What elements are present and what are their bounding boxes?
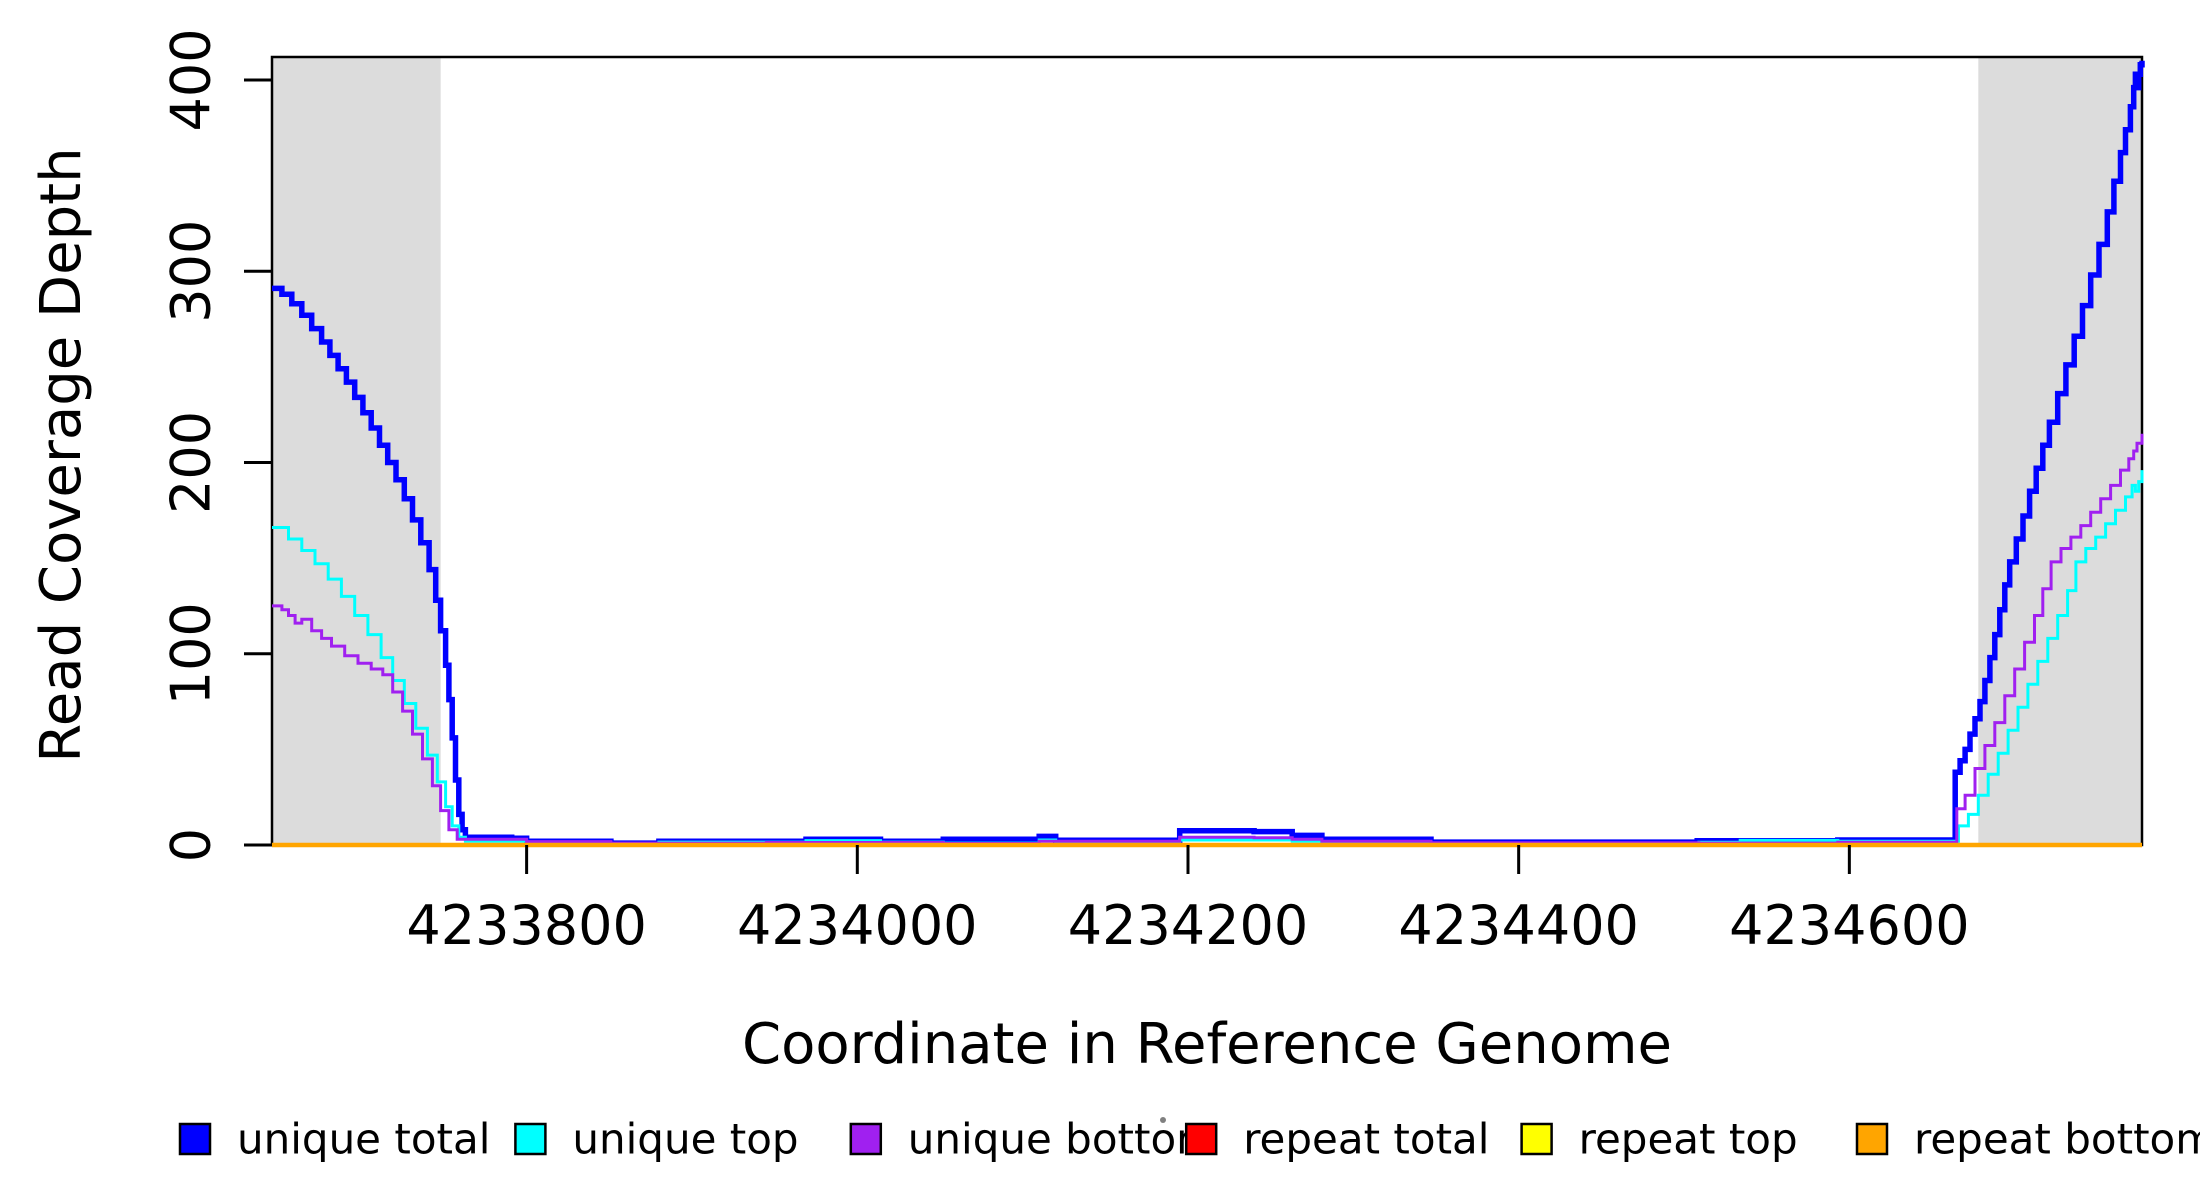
legend-item: repeat total: [1184, 1115, 1489, 1164]
x-tick-label: 4234000: [737, 894, 978, 957]
y-tick-label: 0: [160, 828, 223, 862]
x-tick-label: 4234600: [1729, 894, 1970, 957]
legend-item: unique top: [514, 1115, 799, 1164]
series-line-unique-total: [272, 60, 2145, 846]
x-tick-label: 4234200: [1068, 894, 1309, 957]
x-tick-label: 4233800: [406, 894, 647, 957]
legend-swatch: [1520, 1122, 1553, 1156]
legend-swatch: [849, 1122, 883, 1156]
legend-label: repeat bottom: [1914, 1115, 2200, 1164]
legend-item: repeat top: [1520, 1115, 1798, 1164]
legend: unique total unique top unique bottom repea…: [178, 1115, 2200, 1164]
y-tick-label: 400: [160, 28, 223, 131]
stray-dot-artifact: [1160, 1117, 1166, 1123]
legend-swatch: [1855, 1122, 1889, 1156]
plot-box: [270, 55, 2144, 847]
shaded-regions: [272, 57, 2142, 845]
legend-label: unique top: [572, 1115, 798, 1164]
series-line-unique-bottom: [272, 433, 2144, 845]
legend-item: unique total: [178, 1115, 490, 1164]
shaded-region: [1978, 57, 2142, 845]
legend-swatch: [178, 1122, 212, 1156]
legend-label: unique bottom: [908, 1115, 1217, 1164]
plot-border: [270, 55, 2144, 847]
x-tick-label: 4234400: [1398, 894, 1639, 957]
y-tick-label: 300: [160, 220, 223, 323]
axes: 4233800 4234000 4234200 4234400 4234600 0 100 2…: [160, 28, 1970, 957]
legend-label: unique total: [237, 1115, 490, 1164]
y-axis-title: Read Coverage Depth: [29, 147, 94, 762]
legend-swatch: [514, 1122, 547, 1156]
legend-label: repeat total: [1243, 1115, 1489, 1164]
legend-item: repeat bottom: [1855, 1115, 2200, 1164]
x-axis-title: Coordinate in Reference Genome: [742, 1012, 1672, 1077]
y-tick-label: 100: [160, 602, 223, 705]
series-line-unique-top: [272, 470, 2144, 846]
legend-item: unique bottom: [849, 1115, 1217, 1164]
legend-label: repeat top: [1579, 1115, 1798, 1164]
legend-swatch: [1184, 1122, 1218, 1156]
y-tick-label: 200: [160, 411, 223, 514]
series-lines: [272, 60, 2145, 848]
